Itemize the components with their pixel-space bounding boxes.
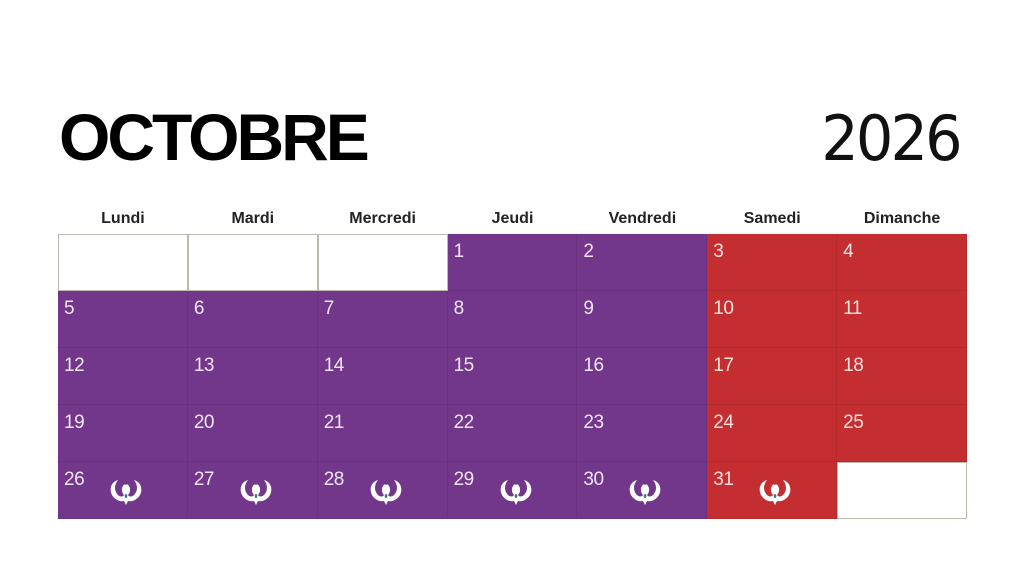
- day-cell-19: 19: [58, 405, 188, 462]
- month-title: OCTOBRE: [59, 100, 370, 174]
- day-cell-25: 25: [837, 405, 967, 462]
- weekday-label-lundi: Lundi: [101, 210, 145, 227]
- day-number: 28: [323, 469, 345, 490]
- day-number: 11: [843, 298, 862, 319]
- day-cell-21: 21: [317, 405, 448, 462]
- day-number: 29: [453, 469, 475, 490]
- day-cell-12: 12: [58, 348, 188, 405]
- day-cell-14: 14: [317, 348, 448, 405]
- day-number: 3: [713, 241, 724, 262]
- empty-day-cell: [58, 234, 188, 291]
- day-number: 26: [64, 469, 85, 490]
- day-number: 2: [583, 241, 594, 262]
- day-cell-13: 13: [187, 348, 318, 405]
- day-cell-31: 31: [707, 462, 838, 519]
- phoenix-emblem-icon: [108, 476, 144, 506]
- empty-day-cell: [837, 462, 967, 519]
- day-number: 4: [843, 241, 854, 262]
- day-number: 12: [64, 355, 85, 376]
- empty-day-cell: [317, 234, 448, 291]
- day-cell-28: 28: [317, 462, 448, 519]
- day-cell-10: 10: [707, 291, 838, 348]
- day-number: 23: [583, 412, 604, 433]
- day-number: 7: [323, 298, 335, 319]
- calendar-grid: 1 2 3 4 5 6 7 8 9 10 11 12 13 14 15 16 17 18 19 20 21 22 23 24 2…: [58, 234, 967, 519]
- day-cell-17: 17: [707, 348, 838, 405]
- day-cell-8: 8: [447, 291, 578, 348]
- weekday-label-jeudi: Jeudi: [491, 210, 534, 227]
- weekday-label-samedi: Samedi: [743, 210, 801, 227]
- day-cell-15: 15: [447, 348, 578, 405]
- day-cell-26: 26: [58, 462, 188, 519]
- phoenix-emblem-icon: [627, 476, 663, 506]
- day-cell-22: 22: [447, 405, 578, 462]
- day-number: 25: [843, 412, 864, 433]
- day-number: 30: [583, 469, 604, 490]
- weekday-header-row: Lundi Mardi Mercredi Jeudi Vendredi Same…: [58, 206, 967, 232]
- day-cell-1: 1: [447, 234, 578, 291]
- day-number: 5: [64, 298, 75, 319]
- day-cell-30: 30: [577, 462, 708, 519]
- day-number: 6: [193, 298, 205, 319]
- day-number: 19: [64, 412, 85, 433]
- phoenix-emblem-icon: [238, 476, 274, 506]
- phoenix-emblem-icon: [368, 476, 404, 506]
- day-cell-16: 16: [577, 348, 708, 405]
- day-number: 20: [193, 412, 215, 433]
- day-number: 9: [583, 298, 594, 319]
- day-cell-7: 7: [317, 291, 448, 348]
- day-cell-27: 27: [187, 462, 318, 519]
- day-number: 1: [453, 241, 465, 262]
- empty-day-cell: [187, 234, 318, 291]
- day-cell-4: 4: [837, 234, 967, 291]
- day-number: 15: [453, 355, 475, 376]
- day-cell-24: 24: [707, 405, 838, 462]
- phoenix-emblem-icon: [498, 476, 534, 506]
- day-cell-18: 18: [837, 348, 967, 405]
- day-cell-9: 9: [577, 291, 708, 348]
- day-cell-11: 11: [837, 291, 967, 348]
- day-number: 13: [193, 355, 215, 376]
- day-cell-2: 2: [577, 234, 708, 291]
- day-number: 27: [193, 469, 215, 490]
- day-cell-20: 20: [187, 405, 318, 462]
- day-cell-23: 23: [577, 405, 708, 462]
- day-number: 16: [583, 355, 604, 376]
- day-number: 21: [323, 412, 345, 433]
- day-cell-6: 6: [187, 291, 318, 348]
- day-cell-3: 3: [707, 234, 838, 291]
- day-cell-5: 5: [58, 291, 188, 348]
- phoenix-emblem-icon: [757, 476, 793, 506]
- weekday-label-vendredi: Vendredi: [608, 210, 677, 227]
- day-number: 31: [713, 469, 734, 490]
- day-number: 24: [713, 412, 734, 433]
- day-number: 18: [843, 355, 864, 376]
- weekday-label-mercredi: Mercredi: [349, 210, 416, 227]
- weekday-label-dimanche: Dimanche: [863, 210, 941, 227]
- weekday-label-mardi: Mardi: [231, 210, 275, 227]
- day-number: 14: [323, 355, 345, 376]
- day-cell-29: 29: [447, 462, 578, 519]
- day-number: 22: [453, 412, 475, 433]
- year-title: 2026: [821, 102, 962, 175]
- day-number: 10: [713, 298, 734, 319]
- day-number: 8: [453, 298, 465, 319]
- day-number: 17: [713, 355, 734, 376]
